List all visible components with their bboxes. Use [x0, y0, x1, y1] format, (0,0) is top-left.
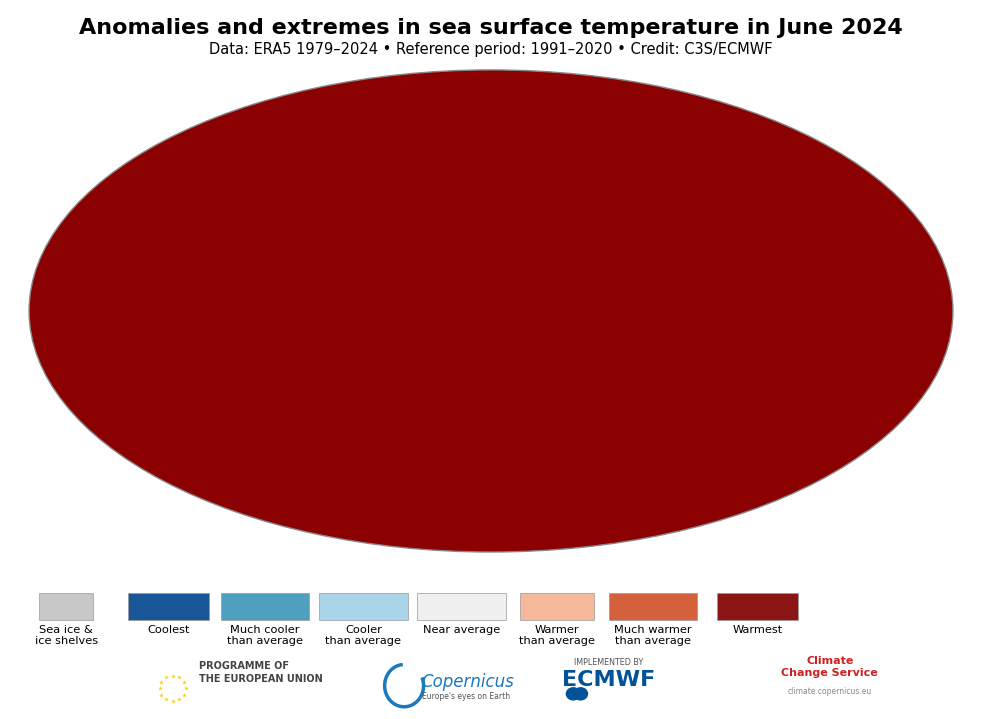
Text: Copernicus: Copernicus [421, 672, 515, 691]
Text: Anomalies and extremes in sea surface temperature in June 2024: Anomalies and extremes in sea surface te… [80, 18, 902, 38]
Text: Much cooler
than average: Much cooler than average [227, 625, 303, 646]
Circle shape [573, 688, 587, 700]
Text: climate.copernicus.eu: climate.copernicus.eu [788, 687, 872, 696]
Text: Cooler
than average: Cooler than average [325, 625, 402, 646]
Text: Warmest: Warmest [733, 625, 783, 635]
Text: PROGRAMME OF
THE EUROPEAN UNION: PROGRAMME OF THE EUROPEAN UNION [199, 661, 323, 684]
Text: ECMWF: ECMWF [563, 670, 655, 690]
Text: Europe's eyes on Earth: Europe's eyes on Earth [421, 692, 510, 701]
Circle shape [567, 688, 580, 700]
Ellipse shape [29, 70, 953, 552]
Text: Data: ERA5 1979–2024 • Reference period: 1991–2020 • Credit: C3S/ECMWF: Data: ERA5 1979–2024 • Reference period:… [209, 42, 773, 57]
Text: Climate
Change Service: Climate Change Service [782, 656, 878, 679]
Text: Much warmer
than average: Much warmer than average [614, 625, 692, 646]
Text: Warmer
than average: Warmer than average [519, 625, 595, 646]
Text: IMPLEMENTED BY: IMPLEMENTED BY [574, 659, 643, 667]
Text: Coolest: Coolest [147, 625, 190, 635]
Text: Near average: Near average [423, 625, 500, 635]
Text: Sea ice &
ice shelves: Sea ice & ice shelves [34, 625, 98, 646]
